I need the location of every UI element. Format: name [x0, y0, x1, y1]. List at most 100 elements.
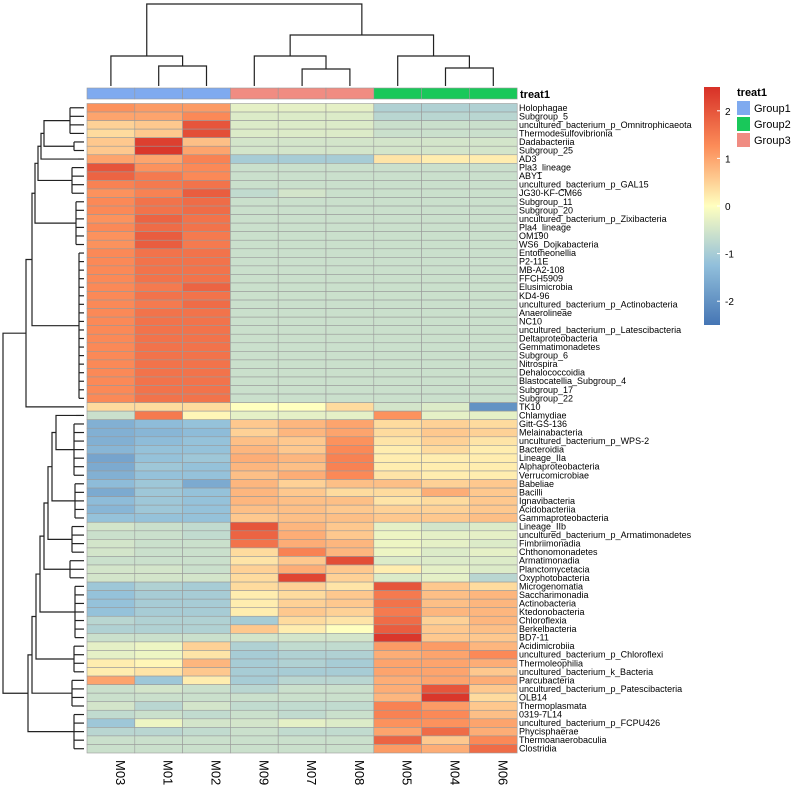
- dendrogram-branch: [37, 145, 72, 182]
- heatmap-cell: [421, 427, 470, 438]
- heatmap-cell: [134, 231, 183, 241]
- heatmap-cell: [469, 205, 518, 215]
- heatmap-cell: [277, 701, 327, 711]
- heatmap-cell: [134, 650, 183, 660]
- heatmap-cell: [182, 735, 231, 745]
- heatmap-cell: [421, 701, 470, 711]
- heatmap-cell: [277, 539, 327, 549]
- heatmap-cell: [277, 103, 327, 113]
- heatmap-cell: [373, 137, 422, 147]
- heatmap-cell: [277, 735, 327, 745]
- heatmap-cell: [134, 239, 183, 250]
- heatmap-cell: [325, 376, 375, 386]
- heatmap-cell: [182, 145, 231, 156]
- heatmap-cell: [277, 547, 327, 557]
- heatmap-cell: [325, 641, 375, 651]
- heatmap-cell: [134, 658, 183, 668]
- heatmap-cell: [182, 718, 231, 728]
- heatmap-cell: [182, 598, 231, 609]
- heatmap-cell: [421, 675, 470, 685]
- heatmap-cell: [134, 368, 183, 378]
- heatmap-cell: [230, 239, 279, 250]
- heatmap-cell: [373, 479, 422, 489]
- heatmap-cell: [469, 368, 518, 378]
- heatmap-cell: [182, 684, 231, 694]
- heatmap-cell: [134, 163, 183, 173]
- heatmap-cell: [325, 624, 375, 634]
- heatmap-cell: [373, 650, 422, 660]
- heatmap-cell: [230, 547, 279, 557]
- heatmap-cell: [134, 504, 183, 515]
- heatmap-cell: [86, 658, 136, 668]
- heatmap-cell: [277, 410, 327, 421]
- heatmap-cell: [230, 624, 279, 634]
- column-labels: M03 M01 M02 M09 M07 M08 M05 M04 M06: [113, 760, 510, 785]
- heatmap-cell: [469, 735, 518, 745]
- heatmap-cell: [373, 530, 422, 540]
- heatmap-cell: [325, 658, 375, 668]
- heatmap-cell: [182, 333, 231, 344]
- heatmap-cell: [325, 436, 375, 446]
- heatmap-cell: [134, 684, 183, 694]
- heatmap-cell: [230, 727, 279, 737]
- heatmap-cell: [230, 120, 279, 130]
- heatmap-cell: [373, 735, 422, 745]
- heatmap-cell: [134, 128, 183, 138]
- heatmap-cell: [421, 274, 470, 284]
- heatmap-cell: [230, 470, 279, 480]
- heatmap-cell: [469, 231, 518, 241]
- row-label: uncultured_bacterium_p_Armatimonadetes: [519, 530, 692, 540]
- heatmap-cell: [134, 120, 183, 130]
- row-dendrogram: [2, 107, 84, 750]
- heatmap-cell: [86, 368, 136, 378]
- heatmap-cell: [182, 325, 231, 335]
- heatmap-cell: [230, 197, 279, 207]
- group-legend-title: treat1: [737, 87, 767, 99]
- heatmap-cell: [469, 692, 518, 703]
- heatmap-cell: [373, 248, 422, 258]
- heatmap-cell: [325, 487, 375, 497]
- heatmap-cell: [182, 641, 231, 651]
- scale-tick-label: 2: [725, 107, 731, 118]
- heatmap-cell: [134, 598, 183, 609]
- heatmap-cell: [86, 684, 136, 694]
- heatmap-cell: [277, 496, 327, 506]
- heatmap-cell: [86, 274, 136, 284]
- heatmap-cell: [134, 487, 183, 497]
- heatmap-cell: [469, 513, 518, 523]
- heatmap-cell: [373, 325, 422, 335]
- heatmap-cell: [182, 410, 231, 421]
- heatmap-cell: [373, 308, 422, 318]
- heatmap-cell: [230, 103, 279, 113]
- heatmap-cell: [421, 197, 470, 207]
- heatmap-cell: [134, 590, 183, 600]
- heatmap-cell: [277, 188, 327, 198]
- heatmap-cell: [469, 727, 518, 737]
- heatmap-cell: [469, 342, 518, 352]
- heatmap-cell: [373, 222, 422, 232]
- heatmap-cell: [182, 487, 231, 497]
- heatmap-cell: [86, 539, 136, 549]
- heatmap-cell: [134, 573, 183, 583]
- heatmap-cell: [230, 521, 279, 532]
- heatmap-cell: [134, 521, 183, 532]
- heatmap-cell: [421, 727, 470, 737]
- heatmap-cell: [277, 445, 327, 455]
- row-label: uncultured_bacterium_p_Chloroflexi: [519, 650, 663, 660]
- heatmap-cell: [373, 744, 422, 754]
- heatmap-cell: [277, 128, 327, 138]
- heatmap-cell: [469, 633, 518, 643]
- heatmap-cell: [421, 530, 470, 540]
- heatmap-cell: [469, 137, 518, 147]
- heatmap-cell: [325, 342, 375, 352]
- heatmap-cell: [134, 530, 183, 540]
- heatmap-cell: [182, 633, 231, 643]
- heatmap-cell: [86, 573, 136, 583]
- heatmap-cell: [277, 530, 327, 540]
- column-label: M07: [304, 760, 319, 785]
- heatmap-cell: [373, 701, 422, 711]
- heatmap-cell: [134, 436, 183, 446]
- heatmap-cell: [182, 385, 231, 395]
- heatmap-cell: [230, 684, 279, 694]
- heatmap-cell: [421, 445, 470, 455]
